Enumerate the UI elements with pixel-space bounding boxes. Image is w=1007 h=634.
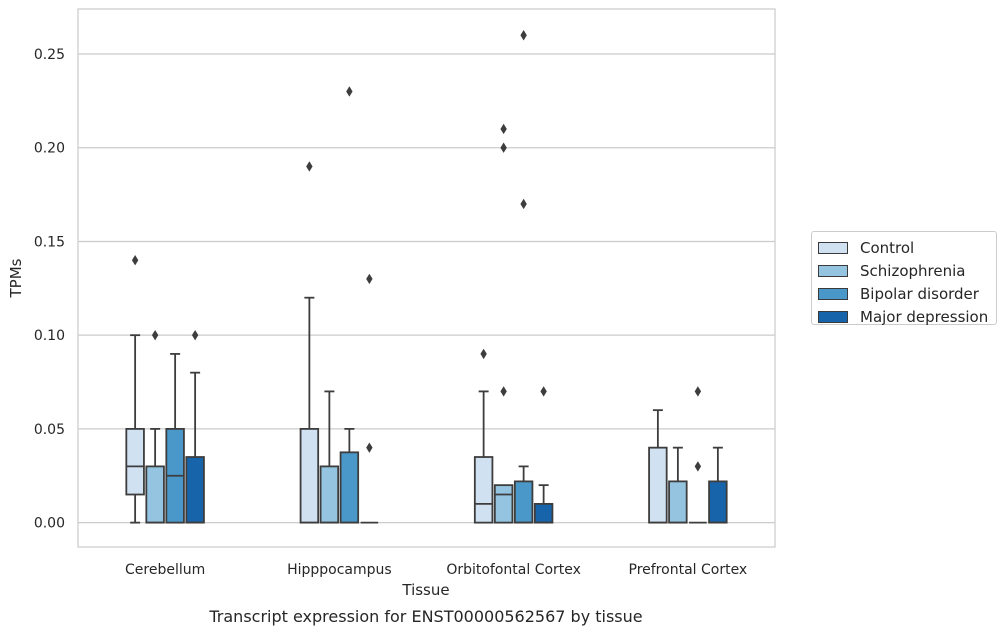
box-group	[513, 30, 534, 524]
box	[533, 502, 554, 524]
y-tick-label: 0.25	[34, 47, 65, 63]
legend-swatch-bipolar-disorder	[818, 287, 848, 300]
outlier-point	[191, 329, 199, 341]
outlier-point	[694, 386, 702, 397]
outlier-point	[480, 348, 487, 360]
legend-label: Major depression	[860, 307, 989, 326]
x-tick-label: Prefrontal Cortex	[629, 562, 748, 578]
box	[708, 480, 728, 524]
box	[473, 456, 494, 524]
plot-frame	[77, 8, 776, 548]
legend-label: Bipolar disorder	[860, 284, 979, 303]
box-group	[125, 254, 145, 524]
outlier-point	[540, 386, 547, 397]
x-axis-label: Tissue	[401, 581, 449, 599]
box-group	[493, 123, 514, 524]
legend-item-bipolar-disorder: Bipolar disorder	[818, 282, 990, 305]
y-axis-label: TPMs	[7, 258, 25, 298]
box-group	[360, 273, 379, 524]
outlier-point	[366, 442, 373, 453]
box-group	[145, 329, 165, 524]
legend: Control Schizophrenia Bipolar disorder M…	[811, 231, 997, 328]
legend-swatch-major-depression	[818, 310, 848, 323]
legend-label: Control	[860, 238, 915, 257]
outlier-point	[694, 461, 702, 472]
box	[145, 465, 165, 524]
legend-item-control: Control	[818, 236, 990, 259]
box-group	[185, 329, 205, 524]
outlier-point	[500, 123, 507, 135]
box-group	[648, 409, 668, 524]
x-tick-label: Cerebellum	[125, 562, 205, 578]
outlier-point	[151, 329, 159, 341]
y-tick-label: 0.15	[34, 234, 65, 250]
box-group	[668, 446, 688, 524]
legend-item-major-depression: Major depression	[818, 305, 990, 328]
legend-swatch-schizophrenia	[818, 264, 848, 277]
x-tick-label: Orbitofontal Cortex	[446, 562, 581, 578]
box-group	[319, 390, 340, 524]
y-tick-label: 0.10	[34, 328, 65, 344]
outlier-point	[500, 142, 507, 153]
outlier-point	[520, 30, 527, 41]
outlier-point	[520, 198, 527, 210]
x-tick-labels: Cerebellum Hipppocampus Orbitofontal Corte…	[125, 562, 747, 578]
y-tick-labels: 0.00 0.05 0.10 0.15 0.20 0.25	[34, 47, 65, 532]
box-groups	[125, 30, 728, 524]
outlier-point	[500, 386, 507, 397]
box	[185, 456, 205, 524]
chart-title: Transcript expression for ENST0000056256…	[208, 607, 642, 626]
box	[668, 480, 688, 524]
outlier-point	[306, 161, 313, 172]
box	[339, 451, 360, 524]
box-group	[339, 86, 360, 524]
box-group	[689, 386, 707, 524]
outlier-point	[346, 86, 353, 97]
box	[125, 428, 145, 496]
x-tick-label: Hipppocampus	[287, 562, 392, 578]
box	[513, 480, 534, 524]
y-tick-label: 0.05	[34, 422, 65, 438]
legend-label: Schizophrenia	[860, 261, 966, 280]
box-group	[473, 348, 494, 524]
box-group	[299, 161, 320, 524]
box-group	[708, 446, 728, 524]
legend-item-schizophrenia: Schizophrenia	[818, 259, 990, 282]
box	[648, 446, 668, 524]
y-tick-label: 0.20	[34, 141, 65, 157]
box-group	[533, 386, 554, 524]
box	[319, 465, 340, 524]
box	[299, 428, 320, 524]
y-tick-label: 0.00	[34, 516, 65, 532]
box-group	[165, 353, 185, 524]
outlier-point	[366, 273, 373, 285]
outlier-point	[131, 254, 139, 266]
box	[493, 484, 514, 524]
legend-swatch-control	[818, 241, 848, 254]
